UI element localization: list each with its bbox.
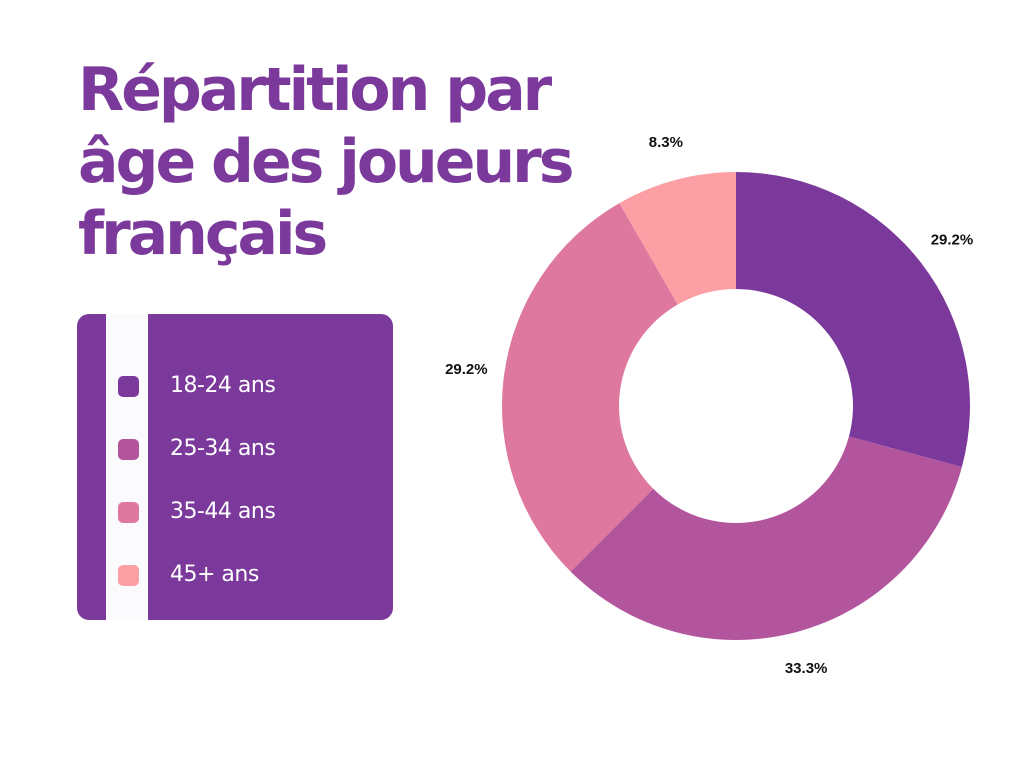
- legend-item-45-plus: 45+ ans: [77, 556, 393, 596]
- legend-label-25-34: 25-34 ans: [170, 436, 276, 461]
- legend-item-18-24: 18-24 ans: [77, 367, 393, 407]
- chart-title: Répartition par âge des joueurs français: [78, 54, 598, 270]
- data-label-25-34: 33.3%: [785, 660, 828, 677]
- legend-swatch-45-plus: [118, 565, 139, 586]
- data-label-18-24: 29.2%: [931, 232, 974, 249]
- title-line-2: âge des joueurs: [78, 127, 574, 197]
- donut-slice-35-44: [501, 203, 678, 572]
- legend-item-35-44: 35-44 ans: [77, 493, 393, 533]
- data-label-35-44: 29.2%: [445, 361, 488, 378]
- title-line-3: français: [78, 199, 328, 269]
- legend-swatch-18-24: [118, 376, 139, 397]
- legend: 18-24 ans 25-34 ans 35-44 ans 45+ ans: [77, 314, 393, 620]
- legend-swatch-35-44: [118, 502, 139, 523]
- donut-slice-45-plus: [619, 172, 736, 305]
- legend-item-25-34: 25-34 ans: [77, 430, 393, 470]
- donut-slice-18-24: [736, 172, 970, 468]
- donut-slice-25-34: [570, 436, 962, 641]
- legend-swatch-25-34: [118, 439, 139, 460]
- legend-label-45-plus: 45+ ans: [170, 562, 259, 587]
- data-label-45-plus: 8.3%: [649, 134, 683, 151]
- title-line-1: Répartition par: [78, 55, 552, 125]
- legend-label-18-24: 18-24 ans: [170, 373, 276, 398]
- legend-label-35-44: 35-44 ans: [170, 499, 276, 524]
